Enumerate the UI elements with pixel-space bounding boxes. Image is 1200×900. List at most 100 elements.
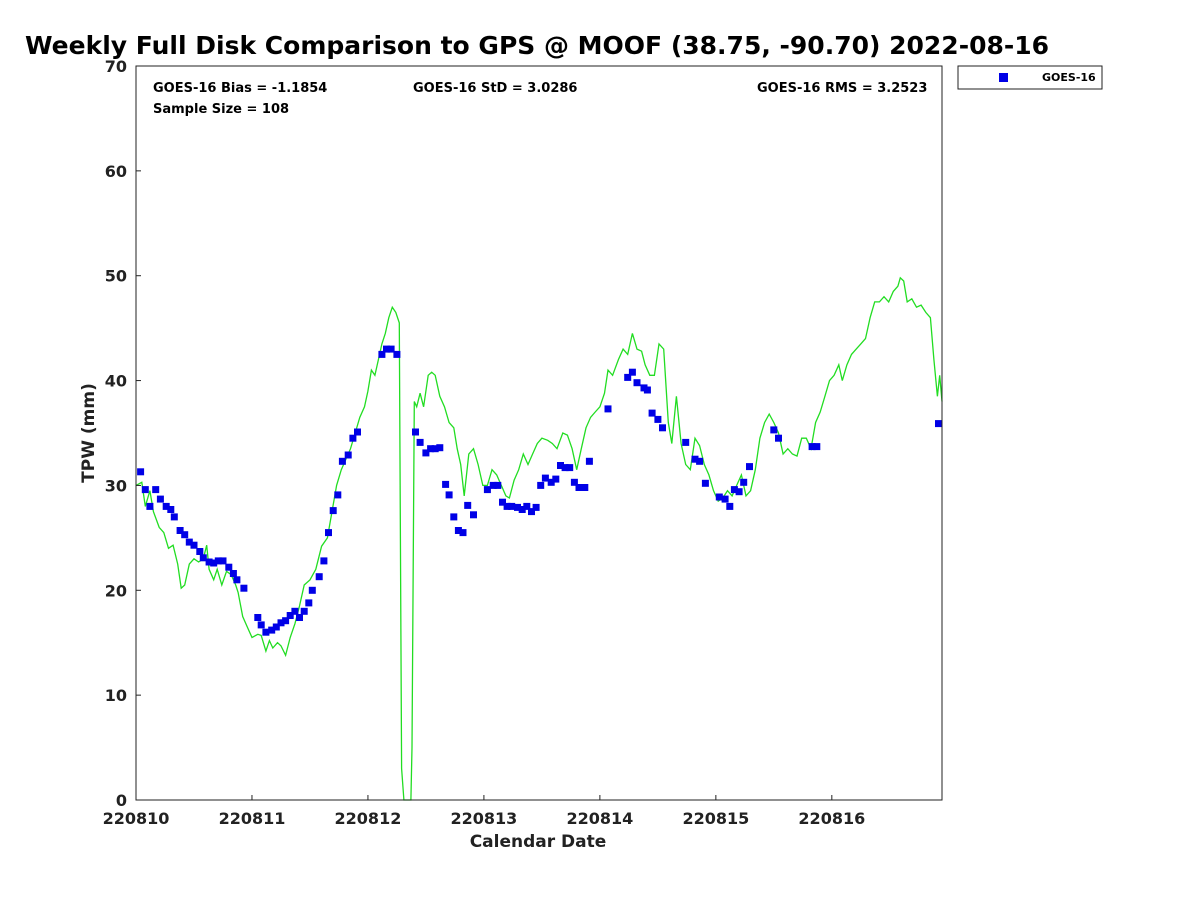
goes16-point [682,438,690,446]
y-axis-label: TPW (mm) [79,383,99,483]
goes16-point [518,506,526,513]
goes16-point [483,486,491,494]
goes16-point [387,345,395,353]
goes16-point [190,541,198,549]
y-tick-label: 40 [105,372,127,391]
sample-size-label: Sample Size = 108 [153,102,289,117]
goes16-point [170,513,178,521]
axis-ticks: 0 10 20 30 40 50 60 70 220810 220811 220812 220813 2… [103,57,866,828]
goes16-point [296,614,303,621]
goes16-point [354,428,361,436]
goes16-point [225,563,233,571]
goes16-point [528,508,535,516]
goes16-point [537,481,545,489]
goes16-point [701,479,709,487]
goes16-point [552,475,560,483]
goes16-point [503,502,511,510]
goes16-point [508,502,516,510]
goes16-point [450,513,458,521]
goes16-point [499,498,506,506]
plot-frame [135,65,943,801]
goes16-point [141,486,149,494]
goes16-point [167,506,175,513]
goes16-point [643,386,651,394]
goes16-point [489,481,497,489]
goes16-point [659,424,666,432]
goes16-point [557,462,564,469]
goes16-point [199,554,207,562]
goes16-point [628,368,636,376]
legend-label-goes16: GOES-16 [1042,71,1096,84]
goes16-point [286,612,294,619]
x-tick-label: 220813 [451,809,518,828]
goes16-point [715,493,723,501]
goes16-point [648,409,656,417]
x-tick-label: 220811 [219,809,286,828]
goes16-point [514,503,521,511]
goes16-point [349,434,357,442]
goes16-point [740,478,748,486]
goes16-point [214,557,222,565]
y-tick-label: 0 [116,791,127,810]
legend-marker-goes16 [999,73,1008,82]
goes16-point [219,557,227,565]
goes16-point [268,626,276,634]
goes16-point [654,415,662,423]
y-tick-label: 30 [105,476,127,495]
goes16-point [532,503,540,511]
goes16-point [383,345,390,353]
goes16-point [320,557,328,565]
goes16-point [633,379,641,387]
goes16-point [604,405,612,413]
goes16-point [746,463,753,471]
goes16-point [585,457,593,465]
goes16-point [282,617,290,625]
goes16-point [344,451,352,459]
goes16-point [277,619,285,627]
goes16-point [240,584,248,592]
goes16-point [775,434,782,442]
goes16-point [696,457,704,465]
goes16-point [730,486,738,494]
goes16-point [262,628,270,636]
goes16-point [523,502,531,510]
goes16-point [691,455,699,463]
goes16-point [442,480,450,488]
goes16-point [726,502,734,510]
goes16-point [494,481,502,489]
x-axis-label: Calendar Date [470,832,607,852]
chart-title: Weekly Full Disk Comparison to GPS @ MOO… [25,31,1049,60]
goes16-point [570,478,578,486]
goes16-point [464,501,472,509]
goes16-point [561,464,569,472]
goes16-point [431,445,439,453]
goes16-point [272,623,280,631]
goes16-point [254,614,262,621]
goes16-point [156,495,164,503]
bias-label: GOES-16 Bias = -1.1854 [153,81,327,96]
goes16-point [196,548,204,555]
y-tick-label: 10 [105,686,127,705]
x-tick-label: 220816 [798,809,865,828]
goes16-point [575,484,583,491]
goes16-point [329,507,337,515]
goes16-point [334,491,342,499]
goes16-point [770,426,778,434]
goes16-point [181,531,189,539]
goes16-point [393,350,401,358]
goes16-point [291,607,299,615]
x-tick-label: 220815 [682,809,749,828]
y-tick-label: 20 [105,581,127,600]
goes16-point [547,478,555,486]
goes16-point [205,558,213,566]
goes16-point [325,529,332,537]
std-label: GOES-16 StD = 3.0286 [413,81,577,96]
goes16-point [233,576,241,584]
goes16-point [300,607,308,615]
legend: GOES-16 [957,65,1103,90]
goes16-point [305,599,313,607]
x-tick-label: 220810 [103,809,170,828]
goes16-point [308,586,316,594]
goes16-point [422,449,430,457]
